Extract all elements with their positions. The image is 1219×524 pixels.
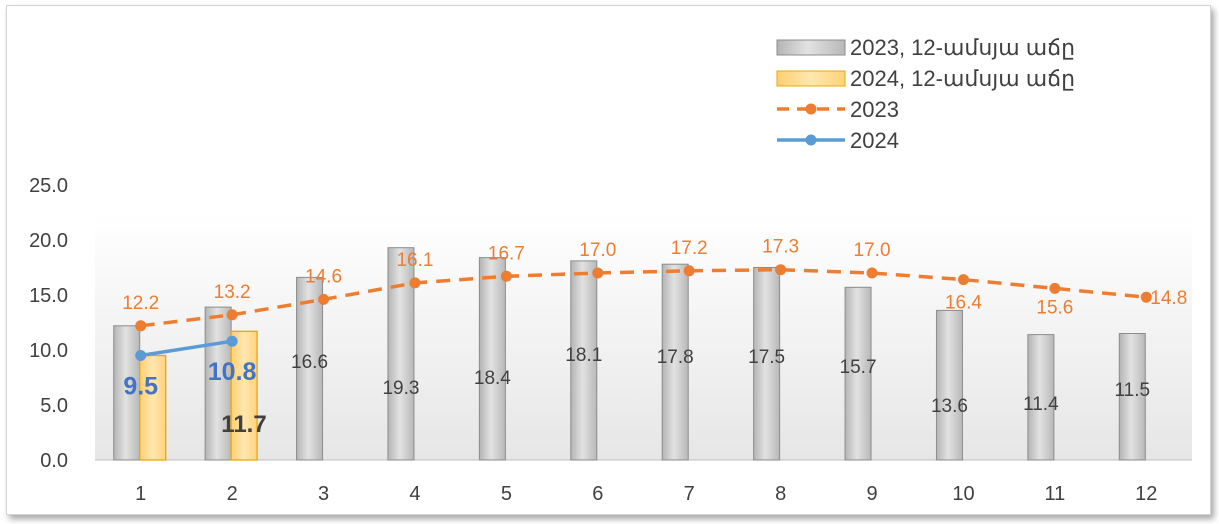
legend-swatch bbox=[776, 70, 846, 87]
line-2024-value-label: 10.8 bbox=[208, 358, 257, 386]
y-tick-label: 0.0 bbox=[40, 450, 68, 472]
line-2023-value-label: 17.0 bbox=[579, 240, 616, 261]
line-2023-value-label: 15.6 bbox=[1036, 297, 1073, 318]
bar-2023 bbox=[1118, 333, 1146, 461]
line-2023-point bbox=[866, 267, 878, 279]
bar-2023 bbox=[844, 286, 872, 461]
legend-marker bbox=[805, 134, 817, 146]
bar-2023 bbox=[113, 325, 141, 461]
line-2023-point bbox=[226, 309, 238, 321]
line-2023-point bbox=[318, 293, 330, 305]
x-tick-label: 5 bbox=[501, 483, 512, 505]
bar-2023 bbox=[570, 260, 598, 461]
line-2024-value-label: 9.5 bbox=[123, 373, 158, 401]
line-2023-value-label: 16.4 bbox=[945, 293, 982, 314]
line-2023-point bbox=[1049, 282, 1061, 294]
bar-2023-value-label: 18.4 bbox=[474, 368, 511, 389]
x-tick-label: 12 bbox=[1135, 483, 1157, 505]
line-2023 bbox=[140, 267, 1147, 328]
line-2023-point bbox=[135, 320, 147, 332]
bar-2023-value-label: 19.3 bbox=[382, 378, 419, 399]
bar-2023-value-label: 11.4 bbox=[1023, 394, 1059, 415]
line-2023-value-label: 14.8 bbox=[1150, 288, 1187, 309]
bar-2024 bbox=[139, 354, 167, 461]
bar-2024-value-label: 11.7 bbox=[221, 411, 266, 438]
x-tick-label: 1 bbox=[135, 483, 146, 505]
bar-2023 bbox=[935, 309, 963, 461]
bar-2023 bbox=[661, 263, 689, 461]
line-2023-point bbox=[957, 274, 969, 286]
x-tick-label: 8 bbox=[775, 483, 786, 505]
legend-swatch bbox=[776, 39, 846, 56]
bar-2023-value-label: 17.8 bbox=[657, 347, 694, 368]
x-tick-label: 3 bbox=[318, 483, 329, 505]
x-tick-label: 9 bbox=[866, 483, 877, 505]
line-2023-point bbox=[683, 265, 695, 277]
bar-2023 bbox=[204, 306, 232, 461]
bar-2023 bbox=[296, 276, 324, 461]
line-2023-point bbox=[409, 277, 421, 289]
line-2023-point bbox=[775, 264, 787, 276]
x-tick-label: 6 bbox=[592, 483, 603, 505]
line-2023-value-label: 13.2 bbox=[214, 282, 251, 303]
legend-label: 2024 bbox=[850, 128, 899, 153]
bar-2023 bbox=[478, 257, 506, 461]
legend-label: 2023 bbox=[850, 97, 899, 122]
bar-2023-value-label: 17.5 bbox=[748, 347, 785, 368]
legend-label: 2023, 12-ամսյա աճը bbox=[850, 35, 1075, 60]
x-tick-label: 10 bbox=[952, 483, 974, 505]
x-tick-label: 7 bbox=[684, 483, 695, 505]
bar-2023-value-label: 15.7 bbox=[840, 357, 877, 378]
legend-label: 2024, 12-ամսյա աճը bbox=[850, 66, 1075, 91]
line-2023-value-label: 12.2 bbox=[122, 293, 159, 314]
line-2023-value-label: 17.2 bbox=[671, 238, 708, 259]
bar-2024 bbox=[230, 330, 258, 461]
bar-2023-value-label: 13.6 bbox=[931, 396, 968, 417]
line-2023-value-label: 16.1 bbox=[396, 250, 433, 271]
line-2024 bbox=[140, 339, 233, 358]
bar-2023-value-label: 11.5 bbox=[1115, 380, 1151, 401]
bar-2023-value-label: 18.1 bbox=[565, 345, 602, 366]
x-tick-label: 11 bbox=[1044, 483, 1065, 505]
legend-marker bbox=[805, 103, 817, 115]
y-tick-label: 10.0 bbox=[29, 340, 68, 362]
plot-area bbox=[95, 213, 1192, 460]
line-2023-value-label: 14.6 bbox=[305, 266, 342, 287]
line-2023-point bbox=[592, 267, 604, 279]
y-tick-label: 15.0 bbox=[29, 285, 68, 307]
y-tick-label: 25.0 bbox=[29, 175, 68, 197]
bar-2023-value-label: 16.6 bbox=[291, 352, 328, 373]
line-2023-value-label: 17.0 bbox=[854, 240, 891, 261]
line-2024-point bbox=[135, 350, 147, 361]
line-2023-point bbox=[1140, 291, 1152, 303]
line-2023-point bbox=[500, 270, 512, 282]
bar-2023 bbox=[753, 267, 781, 461]
y-tick-label: 20.0 bbox=[29, 230, 68, 252]
y-tick-label: 5.0 bbox=[40, 395, 68, 417]
line-2024-point bbox=[226, 335, 238, 347]
bar-2023 bbox=[1027, 334, 1055, 461]
x-tick-label: 4 bbox=[409, 483, 420, 505]
x-tick-label: 2 bbox=[227, 483, 238, 505]
bar-2023 bbox=[387, 247, 415, 461]
line-2023-value-label: 16.7 bbox=[488, 243, 525, 264]
line-2023-value-label: 17.3 bbox=[762, 237, 799, 258]
